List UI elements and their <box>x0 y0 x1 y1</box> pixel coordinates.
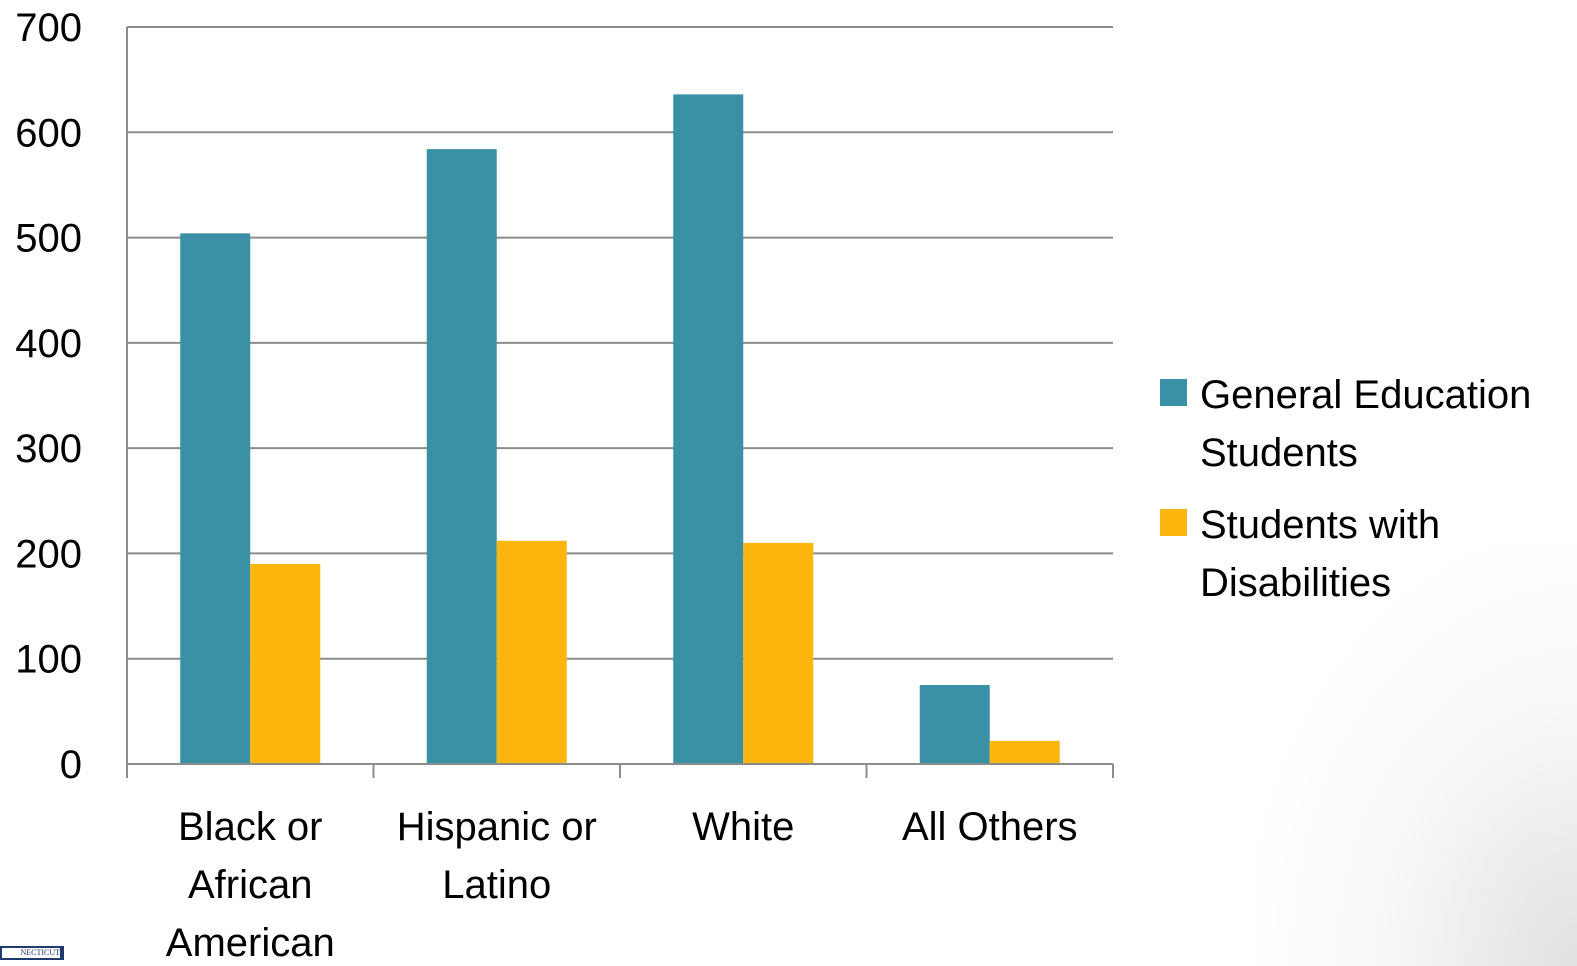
legend-label: Students with <box>1200 503 1441 547</box>
y-tick-label: 300 <box>15 427 82 471</box>
bar <box>673 94 744 764</box>
bar <box>743 542 814 764</box>
legend-swatch <box>1160 379 1187 406</box>
chart-legend: General Education Students Students with Di… <box>1160 366 1570 626</box>
legend-swatch <box>1160 509 1187 536</box>
y-tick-label: 100 <box>15 638 82 682</box>
y-tick-label: 600 <box>15 111 82 155</box>
y-tick-label: 0 <box>60 743 82 787</box>
y-tick-label: 700 <box>15 6 82 50</box>
y-tick-label: 500 <box>15 217 82 261</box>
x-tick-label-line: Black or <box>178 805 323 849</box>
x-tick-label-line: All Others <box>902 805 1078 849</box>
x-tick-label-line: Latino <box>442 863 551 907</box>
bar <box>496 540 567 764</box>
bar <box>426 149 497 765</box>
y-tick-label: 200 <box>15 532 82 576</box>
x-tick-label-line: African <box>188 863 313 907</box>
bar <box>989 740 1060 764</box>
x-tick-label: All Others <box>902 805 1078 849</box>
legend-label: Disabilities <box>1200 561 1392 605</box>
logo-text: NECTICUT <box>2 948 60 958</box>
y-tick-label: 400 <box>15 322 82 366</box>
bar <box>250 563 321 764</box>
bar <box>919 685 990 764</box>
state-logo: NECTICUT <box>0 946 64 960</box>
x-tick-label-line: White <box>692 805 794 849</box>
legend-label: General Education <box>1200 373 1532 417</box>
x-tick-label-line: Hispanic or <box>397 805 597 849</box>
legend-label: Students <box>1200 431 1358 475</box>
legend-item: Students with Disabilities <box>1160 496 1570 612</box>
x-tick-label: White <box>692 805 794 849</box>
x-tick-label-line: American <box>166 921 335 965</box>
legend-item: General Education Students <box>1160 366 1570 482</box>
bar <box>180 233 251 765</box>
x-tick-label: Hispanic or Latino <box>397 805 597 907</box>
x-tick-label: Black or African American <box>166 805 335 965</box>
